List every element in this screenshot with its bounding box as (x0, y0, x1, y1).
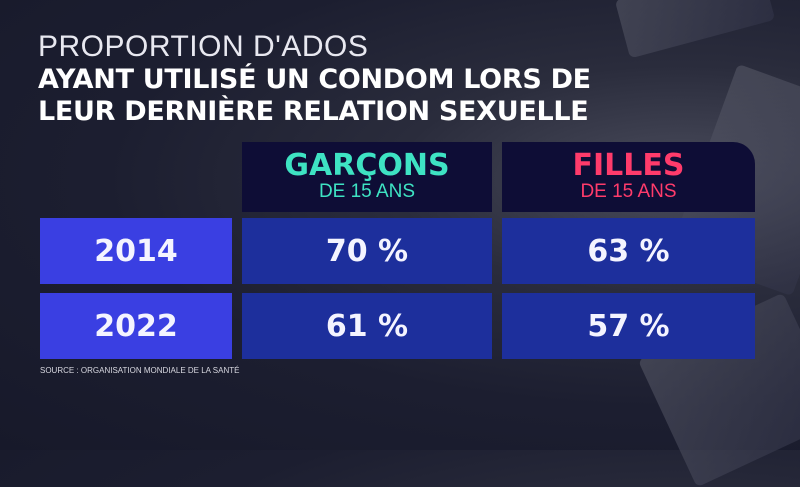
value-girls-2014: 63 % (502, 218, 755, 284)
header-girls: FILLES DE 15 ANS (502, 142, 755, 212)
year-cell-2022: 2022 (40, 293, 232, 359)
header-boys: GARÇONS DE 15 ANS (242, 142, 492, 212)
year-cell-2014: 2014 (40, 218, 232, 284)
background-condom-packet (614, 0, 776, 59)
source-note: SOURCE : ORGANISATION MONDIALE DE LA SAN… (40, 366, 240, 375)
header-boys-sub: DE 15 ANS (318, 181, 416, 202)
header-boys-label: GARÇONS (284, 148, 450, 183)
value-boys-2014: 70 % (242, 218, 492, 284)
value-boys-2022: 61 % (242, 293, 492, 359)
title-line-1: PROPORTION D'ADOS (38, 30, 369, 63)
header-girls-label: FILLES (572, 148, 685, 183)
value-girls-2022: 57 % (502, 293, 755, 359)
title-line-2: AYANT UTILISÉ UN CONDOM LORS DE LEUR DER… (38, 64, 591, 128)
title-line-2-text: AYANT UTILISÉ UN CONDOM LORS DE (38, 64, 591, 95)
header-girls-sub: DE 15 ANS (580, 181, 677, 202)
title-line-3-text: LEUR DERNIÈRE RELATION SEXUELLE (38, 96, 589, 127)
